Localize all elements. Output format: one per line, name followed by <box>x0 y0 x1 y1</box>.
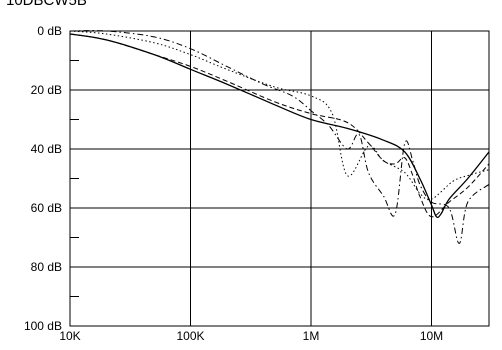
plot-area-frame <box>69 30 490 327</box>
grid-lines <box>70 31 489 326</box>
series-line-solid <box>69 33 490 219</box>
series-line-dash <box>69 33 490 218</box>
y-tick-label: 20 dB <box>31 83 62 97</box>
y-tick-label: 0 dB <box>37 24 62 38</box>
y-tick-label: 60 dB <box>31 201 62 215</box>
y-tick-label: 40 dB <box>31 142 62 156</box>
series-line-dash-dot <box>69 30 490 244</box>
series-line-dot <box>69 30 490 201</box>
x-tick-label: 10M <box>420 329 443 343</box>
series-lines <box>69 30 490 244</box>
y-tick-label: 80 dB <box>31 260 62 274</box>
chart-title: 10DBCW5B <box>6 0 87 9</box>
x-tick-label: 100K <box>176 329 204 343</box>
y-tick-label: 100 dB <box>24 319 62 333</box>
x-tick-label: 10K <box>59 329 80 343</box>
x-tick-label: 1M <box>303 329 320 343</box>
